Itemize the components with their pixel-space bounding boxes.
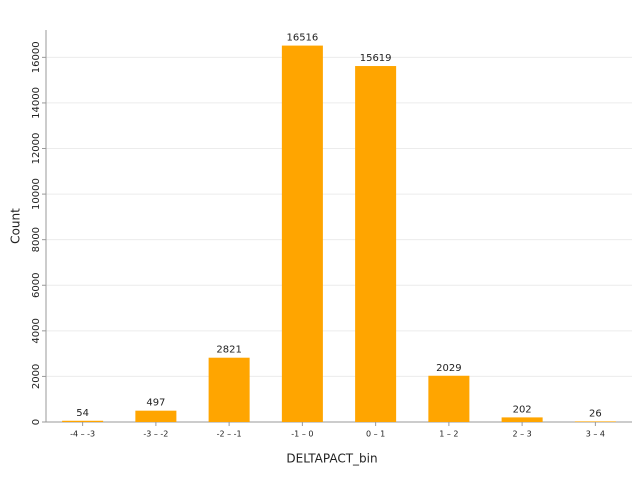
x-tick-label: -2 – -1 (217, 430, 242, 439)
x-tick-label: 2 – 3 (512, 430, 531, 439)
y-tick-label: 16000 (31, 41, 42, 73)
bar (208, 357, 250, 422)
bar (135, 410, 177, 422)
x-tick-label: -1 – 0 (291, 430, 313, 439)
value-label: 15619 (360, 53, 392, 64)
y-tick-label: 10000 (31, 178, 42, 210)
bar (501, 417, 543, 422)
y-tick-label: 12000 (31, 133, 42, 165)
value-label: 497 (146, 398, 165, 409)
bar (428, 375, 470, 422)
y-tick-label: 6000 (31, 273, 42, 298)
x-tick-label: -4 – -3 (70, 430, 95, 439)
bar (574, 421, 616, 422)
value-label: 2821 (216, 345, 241, 356)
value-label: 26 (589, 408, 602, 419)
y-tick-label: 2000 (31, 364, 42, 389)
value-label: 202 (513, 404, 532, 415)
x-tick-label: 1 – 2 (439, 430, 458, 439)
y-tick-label: 0 (31, 419, 42, 425)
x-tick-label: 0 – 1 (366, 430, 385, 439)
value-label: 16516 (286, 33, 318, 44)
y-axis-title: Count (9, 208, 23, 244)
y-tick-label: 4000 (31, 318, 42, 343)
bar (281, 45, 323, 422)
value-label: 2029 (436, 363, 461, 374)
x-tick-label: 3 – 4 (586, 430, 605, 439)
x-axis-title: DELTAPACT_bin (286, 452, 377, 466)
y-tick-label: 14000 (31, 87, 42, 119)
y-tick-label: 8000 (31, 227, 42, 252)
bar (62, 420, 104, 422)
bar (355, 66, 397, 422)
x-tick-label: -3 – -2 (143, 430, 168, 439)
value-label: 54 (76, 408, 89, 419)
